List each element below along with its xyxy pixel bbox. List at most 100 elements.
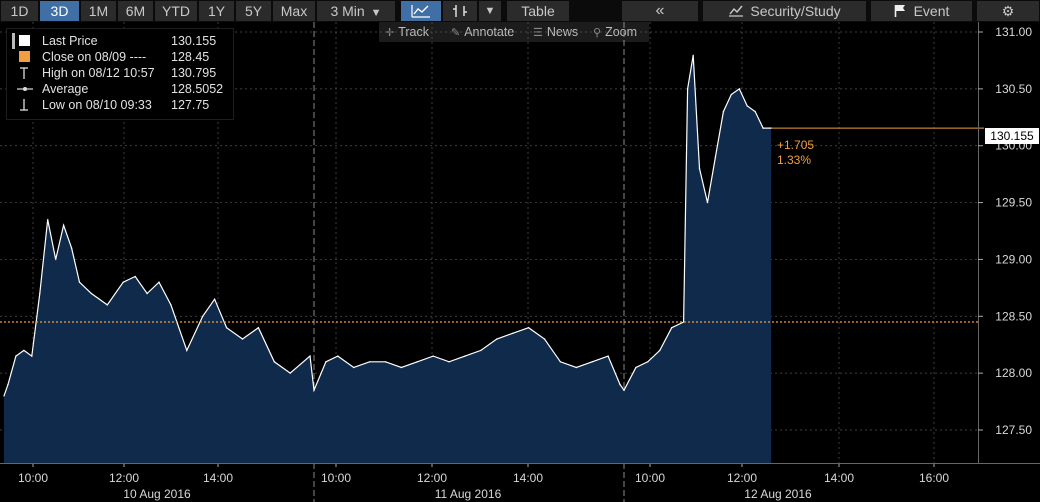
x-tick-label: 12:00	[727, 471, 757, 485]
chart-overlays	[0, 127, 984, 323]
price-point	[722, 110, 725, 113]
price-point	[201, 315, 204, 318]
x-tick-label: 12:00	[417, 471, 447, 485]
legend-value: 130.795	[171, 66, 217, 80]
legend-row-last-price[interactable]: Last Price 130.155	[7, 33, 233, 49]
news-label: News	[546, 25, 579, 39]
collapse-button[interactable]: «	[622, 1, 698, 21]
price-point	[352, 366, 355, 369]
legend-row-low[interactable]: Low on 08/10 09:33 127.75	[7, 97, 233, 113]
annotate-button[interactable]: ✎ Annotate	[451, 22, 514, 42]
range-3d-button[interactable]: 3D	[40, 1, 79, 21]
legend-row-close[interactable]: Close on 08/09 ---- 128.45	[7, 49, 233, 65]
price-point	[738, 88, 741, 90]
price-point	[543, 338, 546, 340]
price-point	[337, 355, 339, 357]
price-point	[448, 361, 450, 363]
price-point	[527, 326, 530, 329]
chart-type-dropdown[interactable]: ▼	[479, 1, 501, 21]
price-point	[39, 292, 41, 295]
legend-value: 128.5052	[171, 82, 224, 96]
price-point	[591, 361, 593, 363]
y-tick-label: 128.50	[995, 309, 1032, 323]
price-point	[15, 355, 17, 357]
line-chart-type-button[interactable]	[401, 1, 441, 21]
high-marker-icon	[20, 67, 28, 79]
price-point	[289, 372, 292, 374]
x-tick-label: 12:00	[109, 471, 139, 485]
event-label: Event	[913, 3, 950, 19]
bar-chart-type-button[interactable]	[443, 1, 477, 21]
price-point	[670, 326, 673, 329]
day-label: 10 Aug 2016	[123, 487, 191, 501]
price-area	[3, 54, 772, 464]
legend-row-high[interactable]: High on 08/12 10:57 130.795	[7, 65, 233, 81]
range-max-button[interactable]: Max	[273, 1, 315, 21]
price-point	[623, 389, 625, 392]
x-tick-label: 16:00	[919, 471, 949, 485]
price-point	[325, 361, 327, 363]
interval-label: 3 Min	[330, 3, 365, 19]
pencil-icon: ✎	[451, 27, 461, 39]
price-point	[635, 366, 637, 369]
x-tick-label: 14:00	[203, 471, 233, 485]
crosshair-icon: ✛	[385, 27, 395, 39]
y-tick-label: 131.00	[995, 25, 1032, 39]
legend-label: Average	[42, 82, 89, 96]
chart-legend: Last Price 130.155 Close on 08/09 ---- 1…	[6, 28, 234, 120]
price-point	[158, 281, 160, 284]
price-point	[706, 201, 709, 204]
square-white-icon	[12, 33, 30, 49]
price-point	[692, 54, 694, 57]
price-point	[23, 349, 25, 352]
track-label: Track	[398, 25, 430, 39]
legend-label: Last Price	[42, 34, 98, 48]
table-button[interactable]: Table	[507, 1, 569, 21]
price-point	[122, 281, 124, 284]
price-point	[746, 105, 748, 107]
security-study-button[interactable]: Security/Study	[703, 1, 866, 21]
range-5y-button[interactable]: 5Y	[236, 1, 271, 21]
x-tick-label: 10:00	[635, 471, 665, 485]
x-tick-label: 14:00	[513, 471, 543, 485]
price-point	[400, 366, 403, 369]
news-button[interactable]: ☰ News	[533, 22, 578, 42]
annotate-label: Annotate	[464, 25, 515, 39]
range-1d-button[interactable]: 1D	[1, 1, 38, 21]
price-point	[54, 258, 57, 261]
price-point	[46, 218, 49, 221]
gear-icon: ⚙	[1001, 3, 1015, 19]
price-point	[106, 304, 109, 306]
interval-dropdown[interactable]: 3 Min ▼	[317, 1, 395, 21]
price-line	[3, 55, 772, 397]
event-button[interactable]: Event	[871, 1, 972, 21]
change-percent: 1.33%	[777, 153, 812, 167]
price-point	[213, 298, 216, 301]
chart-axes: 131.00130.50130.00129.50129.00128.50128.…	[0, 22, 1040, 501]
price-point	[511, 332, 514, 335]
range-ytd-button[interactable]: YTD	[155, 1, 197, 21]
legend-value: 130.155	[171, 34, 217, 48]
price-point	[714, 156, 717, 158]
price-point	[647, 361, 649, 363]
price-point	[607, 355, 609, 357]
last-price-tag: 130.155	[985, 128, 1039, 144]
range-1y-button[interactable]: 1Y	[199, 1, 234, 21]
price-point	[62, 224, 65, 227]
range-6m-button[interactable]: 6M	[118, 1, 153, 21]
security-study-label: Security/Study	[750, 3, 841, 19]
price-point	[78, 281, 81, 284]
chart-toolbar: 1D 3D 1M 6M YTD 1Y 5Y Max 3 Min ▼ ▼ Table…	[0, 0, 1040, 22]
range-1m-button[interactable]: 1M	[81, 1, 116, 21]
x-tick-label: 14:00	[824, 471, 854, 485]
x-tick-label: 10:00	[321, 471, 351, 485]
settings-button[interactable]: ⚙	[977, 1, 1039, 21]
chevron-down-icon: ▼	[484, 5, 496, 17]
track-button[interactable]: ✛ Track	[385, 22, 429, 42]
price-point	[313, 389, 315, 392]
ohlc-bars-icon	[453, 5, 467, 17]
legend-row-average[interactable]: Average 128.5052	[7, 81, 233, 97]
price-point	[480, 349, 482, 352]
legend-value: 128.45	[171, 50, 210, 64]
